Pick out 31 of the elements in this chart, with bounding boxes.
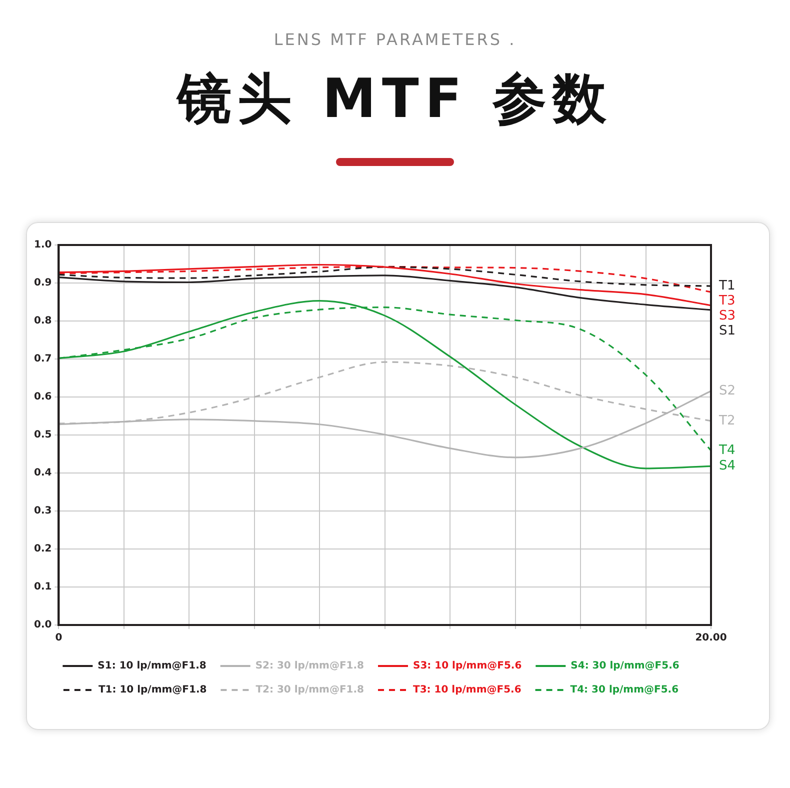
text: S2 — [719, 383, 736, 398]
legend-label: S2: 30 lp/mm@F1.8 — [255, 660, 364, 672]
legend-label: S4: 30 lp/mm@F5.6 — [570, 660, 680, 672]
chart-subtitle: LENS MTF PARAMETERS . — [272, 30, 518, 49]
legend-label: T3: 10 lp/mm@F5.6 — [413, 684, 522, 696]
text: T2 — [718, 413, 736, 428]
y-tick-label: 0.4 — [34, 468, 52, 479]
legend-label: S1: 10 lp/mm@F1.8 — [98, 660, 206, 672]
chart-title: 镜头 MTF 参数 — [175, 66, 614, 132]
y-tick-label: 0.1 — [34, 582, 52, 593]
legend-label: T4: 30 lp/mm@F5.6 — [570, 684, 679, 696]
x-tick-label: 20.00 — [695, 632, 727, 644]
y-tick-label: 0.0 — [34, 620, 52, 631]
text: T3 — [718, 293, 736, 308]
legend-label: T2: 30 lp/mm@F1.8 — [256, 684, 364, 696]
legend-label: S3: 10 lp/mm@F5.6 — [413, 660, 522, 672]
y-tick-label: 0.7 — [34, 354, 52, 365]
y-tick-label: 0.9 — [34, 278, 52, 289]
legend-label: T1: 10 lp/mm@F1.8 — [98, 684, 207, 696]
x-tick-label: 0 — [55, 632, 62, 644]
y-tick-label: 1.0 — [34, 240, 52, 251]
y-tick-label: 0.2 — [34, 544, 52, 555]
y-tick-label: 0.6 — [34, 392, 52, 403]
y-tick-label: 0.8 — [34, 316, 52, 327]
text: S4 — [719, 458, 736, 474]
text: S1 — [719, 323, 736, 338]
text: S3 — [719, 308, 736, 324]
text: T4 — [718, 442, 736, 458]
y-tick-label: 0.5 — [34, 430, 52, 441]
y-tick-label: 0.3 — [34, 506, 52, 517]
text: T1 — [718, 278, 736, 294]
